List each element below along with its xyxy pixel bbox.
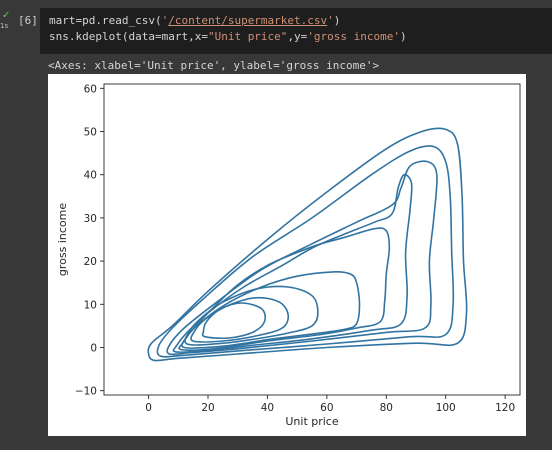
x-tick-label: 100: [436, 402, 456, 414]
y-tick-label: 10: [84, 299, 97, 311]
density-contour: [156, 145, 455, 358]
plot-output: [48, 74, 526, 436]
execution-count: [6]: [18, 14, 38, 27]
y-tick-label: 40: [84, 170, 97, 182]
x-tick-label: 0: [145, 402, 152, 414]
code-token: /content/supermarket.csv: [168, 14, 328, 27]
density-contour: [190, 296, 290, 343]
contour-group: [147, 127, 468, 362]
code-token: "Unit price": [207, 30, 288, 43]
density-contour: [147, 127, 468, 362]
x-tick-label: 20: [201, 402, 214, 414]
run-time: 1s: [0, 22, 9, 30]
y-tick-label: 30: [84, 213, 97, 225]
code-line[interactable]: mart=pd.read_csv('/content/supermarket.c…: [49, 14, 340, 27]
code-token: ): [400, 30, 407, 43]
code-token: mart=pd.read_csv(: [49, 14, 162, 27]
density-contour: [184, 285, 319, 346]
x-axis-label: Unit price: [285, 415, 338, 428]
x-tick-label: 60: [320, 402, 333, 414]
x-tick-label: 40: [261, 402, 274, 414]
y-tick-label: −10: [75, 386, 97, 398]
code-token: 'gross income': [307, 30, 401, 43]
density-contour: [172, 173, 413, 354]
axes-frame: [103, 83, 521, 396]
density-contour: [201, 302, 266, 340]
y-tick-label: 50: [84, 127, 97, 139]
run-status-indicator[interactable]: ✓ 1s: [0, 10, 12, 32]
x-tick-label: 120: [495, 402, 515, 414]
code-cell-editor[interactable]: mart=pd.read_csv('/content/supermarket.c…: [40, 8, 552, 54]
y-tick-label: 20: [84, 256, 97, 268]
code-token: sns.kdeplot(data=mart,x=: [49, 30, 208, 43]
code-token: ): [333, 14, 341, 27]
x-tick-label: 80: [380, 402, 393, 414]
code-line[interactable]: sns.kdeplot(data=mart,x="Unit price",y='…: [49, 30, 407, 43]
code-token: ': [327, 14, 334, 27]
checkmark-icon: ✓: [2, 10, 11, 21]
code-token: ,y=: [287, 30, 308, 43]
y-tick-label: 0: [90, 342, 97, 354]
y-axis: −10 0 10 20 30 40 50 60: [75, 83, 104, 398]
x-axis: 0 20 40 60 80 100 120: [145, 395, 515, 414]
density-contour: [166, 160, 438, 356]
output-text: <Axes: xlabel='Unit price', ylabel='gros…: [48, 59, 380, 72]
y-axis-label: gross income: [56, 203, 69, 276]
y-tick-label: 60: [84, 83, 97, 95]
cell-gutter: [0, 0, 12, 450]
code-token: ': [161, 14, 169, 27]
